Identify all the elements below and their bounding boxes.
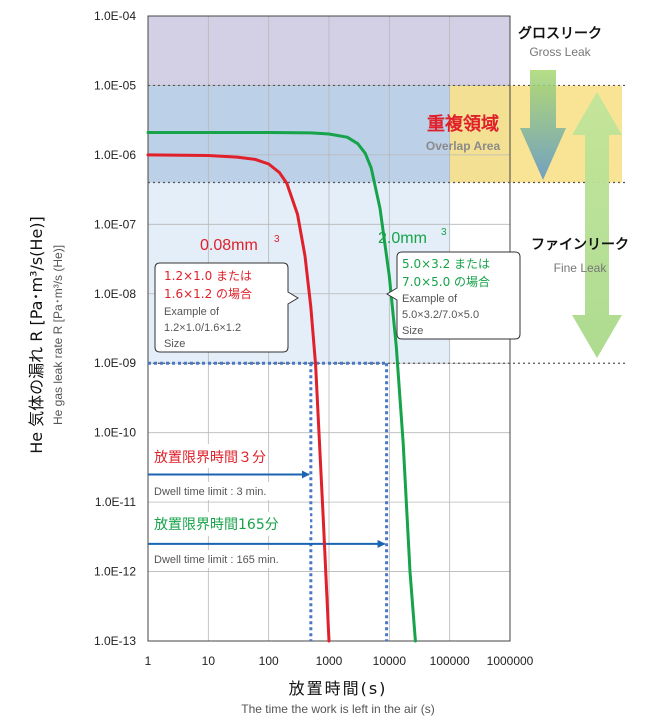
y-tick-label: 1.0E-07 xyxy=(94,217,136,231)
green-callout-box xyxy=(386,251,521,340)
overlap-label-en: Overlap Area xyxy=(426,139,501,153)
green-callout-jp-1: 5.0×3.2 または xyxy=(402,257,490,271)
x-axis-label-jp: 放置時間(s) xyxy=(289,679,388,698)
red-callout-en-1: Example of xyxy=(164,306,220,318)
y-tick-label: 1.0E-11 xyxy=(95,495,136,509)
green-dwell-label-jp: 放置限界時間165分 xyxy=(154,517,279,533)
overlap-label-jp: 重複領域 xyxy=(427,113,499,135)
x-axis-label-en: The time the work is left in the air (s) xyxy=(241,702,434,716)
green-dwell-label-bg xyxy=(150,512,310,536)
green-dwell-label-en: Dwell time limit : 165 min. xyxy=(154,554,279,566)
green-dwell-en-bg xyxy=(150,550,308,568)
green-callout-en-1: Example of xyxy=(402,293,458,305)
x-tick-label: 1000000 xyxy=(487,654,534,668)
gross-leak-label-en: Gross Leak xyxy=(529,45,591,59)
x-tick-label: 10 xyxy=(202,654,216,668)
y-axis-label-en: He gas leak rate R [Pa･m³/s (He)] xyxy=(51,245,65,425)
red-callout-en-2: 1.2×1.0/1.6×1.2 xyxy=(164,322,241,334)
x-tick-label: 1000 xyxy=(316,654,343,668)
y-axis-label-jp: He 気体の漏れ R [Pa･m³/s(He)] xyxy=(27,216,46,454)
y-tick-label: 1.0E-10 xyxy=(94,426,136,440)
series-line-1 xyxy=(146,131,417,643)
red-dwell-label-en: Dwell time limit : 3 min. xyxy=(154,486,266,498)
green-callout-en-3: Size xyxy=(402,325,423,337)
fine-leak-label-jp: ファインリーク xyxy=(531,237,629,253)
red-size-label: 0.08mm xyxy=(200,237,258,254)
green-callout-jp-2: 7.0×5.0 の場合 xyxy=(402,274,490,289)
y-tick-label: 1.0E-05 xyxy=(94,78,136,92)
annotations: グロスリーク Gross Leak ファインリーク Fine Leak 重複領域 Over… xyxy=(150,25,629,568)
x-tick-labels: 1 10 100 1000 10000 100000 1000000 xyxy=(145,654,534,668)
green-size-label: 2.0mm xyxy=(378,230,427,247)
x-tick-label: 1 xyxy=(145,654,152,668)
x-tick-label: 100 xyxy=(259,654,279,668)
y-tick-label: 1.0E-12 xyxy=(94,565,136,579)
y-tick-label: 1.0E-04 xyxy=(94,9,136,23)
red-callout-en-3: Size xyxy=(164,338,185,350)
x-tick-label: 10000 xyxy=(373,654,407,668)
gross-leak-label-jp: グロスリーク xyxy=(518,25,602,42)
red-size-superscript: 3 xyxy=(274,234,280,245)
red-dwell-label-bg xyxy=(150,444,264,468)
red-dwell-label-jp: 放置限界時間３分 xyxy=(154,450,266,466)
red-dwell-en-bg xyxy=(150,482,276,500)
y-tick-label: 1.0E-08 xyxy=(94,287,136,301)
fine-leak-double-arrow-icon xyxy=(572,92,622,358)
fine-leak-label-en: Fine Leak xyxy=(554,261,608,275)
y-tick-label: 1.0E-06 xyxy=(94,148,136,162)
red-callout-jp-2: 1.6×1.2 の場合 xyxy=(164,286,252,301)
green-callout-en-2: 5.0×3.2/7.0×5.0 xyxy=(402,309,479,321)
red-callout-box xyxy=(154,262,299,353)
green-size-superscript: 3 xyxy=(441,227,447,238)
red-callout-jp-1: 1.2×1.0 または xyxy=(164,269,252,283)
gross-leak-arrow-icon xyxy=(520,70,566,180)
series-lines xyxy=(146,131,417,643)
y-tick-label: 1.0E-13 xyxy=(94,634,136,648)
reference-lines xyxy=(148,84,627,641)
x-tick-label: 100000 xyxy=(430,654,470,668)
y-tick-labels: 1.0E-04 1.0E-05 1.0E-06 1.0E-07 1.0E-08 1.0E-… xyxy=(94,9,136,648)
y-tick-label: 1.0E-09 xyxy=(94,356,136,370)
series-line-0 xyxy=(146,153,331,643)
